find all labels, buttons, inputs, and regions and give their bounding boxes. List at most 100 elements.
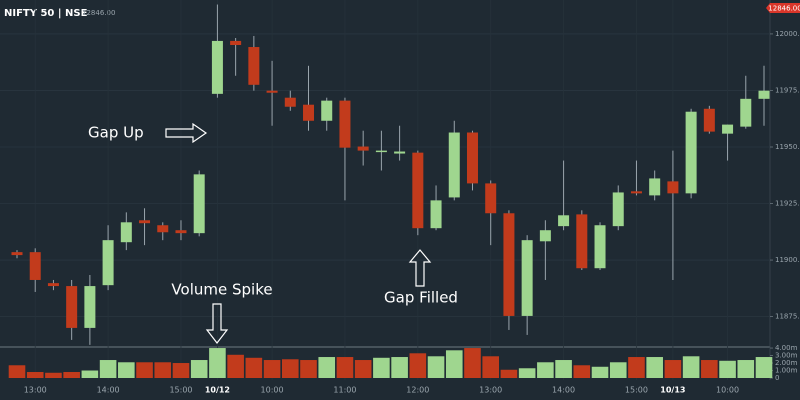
candle-body	[594, 225, 606, 269]
volume-bar	[609, 362, 627, 378]
volume-bar	[628, 357, 645, 378]
y-tick-label: 11900.00	[775, 256, 800, 264]
candle-body	[157, 225, 169, 233]
volume-bar	[99, 360, 117, 378]
y-tick-label: 11975.00	[775, 86, 800, 94]
candle-body	[102, 240, 114, 286]
last-price: 12846.00	[82, 9, 115, 17]
volume-bar	[445, 350, 463, 378]
volume-bar	[63, 372, 80, 378]
y-tick-label: 12000.00	[775, 30, 800, 38]
candle-body	[193, 174, 205, 234]
candle-body	[47, 283, 59, 287]
candle-body	[211, 40, 223, 94]
x-tick-label: 15:00	[169, 386, 192, 395]
volume-bar	[26, 372, 44, 378]
candle-body	[503, 213, 515, 316]
volume-bar	[464, 348, 481, 378]
candle-body	[266, 90, 278, 93]
volume-bar	[245, 357, 263, 378]
volume-bar	[573, 365, 591, 378]
volume-bar	[701, 360, 718, 378]
candle-body	[11, 252, 23, 256]
candle-body	[29, 252, 41, 280]
volume-bar	[190, 360, 208, 378]
x-tick-label: 10:00	[261, 386, 284, 395]
x-tick-label: 11:00	[333, 386, 356, 395]
volume-bar	[555, 360, 572, 378]
candle-body	[84, 286, 96, 328]
x-tick-label: 10/12	[205, 386, 230, 395]
arrow	[408, 249, 432, 287]
annotation: Gap Up	[88, 124, 144, 142]
candle-body	[612, 192, 624, 227]
candle-body	[139, 220, 151, 224]
volume-bar	[755, 357, 773, 378]
volume-bar	[719, 360, 736, 378]
price-tag-label: 12846.00	[768, 5, 800, 13]
volume-bar	[300, 360, 317, 378]
candle-body	[576, 214, 588, 269]
volume-bar	[373, 357, 390, 378]
candle-body	[339, 100, 351, 148]
volume-bar	[263, 360, 281, 378]
arrow	[165, 122, 208, 144]
volume-bar	[209, 348, 226, 378]
candle-body	[649, 178, 661, 196]
candle-body	[521, 240, 533, 316]
volume-bar	[537, 362, 554, 378]
volume-bar	[354, 360, 372, 378]
candle-body	[248, 47, 260, 85]
volume-bar	[281, 359, 299, 378]
volume-tick-label: 3.00m	[775, 352, 798, 360]
x-tick-label: 12:00	[406, 386, 429, 395]
annotation: Gap Filled	[384, 289, 458, 307]
candle-body	[466, 132, 478, 184]
volume-bar	[136, 362, 153, 378]
candle-body	[303, 104, 315, 121]
volume-tick-label: 1.00m	[775, 367, 798, 375]
candle-body	[321, 100, 333, 121]
volume-bar	[172, 363, 190, 378]
x-tick-label: 15:00	[625, 386, 648, 395]
candle-body	[175, 230, 187, 234]
volume-tick-label: 4.00m	[775, 344, 798, 352]
candle-body	[758, 90, 770, 99]
candle-body	[120, 222, 132, 243]
volume-tick-label: 0	[775, 374, 779, 382]
volume-bar	[8, 365, 26, 378]
candle-body	[740, 98, 752, 127]
volume-bar	[391, 357, 408, 378]
volume-tick-label: 2.00m	[775, 359, 798, 367]
volume-bar	[336, 357, 354, 378]
volume-bar	[664, 360, 682, 378]
volume-bar	[518, 368, 536, 378]
candle-body	[558, 215, 570, 227]
y-tick-label: 11950.00	[775, 143, 800, 151]
volume-bar	[227, 354, 244, 378]
candle-body	[230, 40, 242, 46]
volume-bar	[409, 353, 427, 378]
candle-body	[722, 124, 734, 134]
y-tick-label: 11875.00	[775, 313, 800, 321]
volume-bar	[646, 357, 663, 378]
candle-body	[412, 152, 424, 229]
x-tick-label: 10:00	[716, 386, 739, 395]
candle-body	[430, 200, 442, 229]
x-tick-label: 10/13	[660, 386, 685, 395]
x-tick-label: 13:00	[24, 386, 47, 395]
symbol: NIFTY 50 | NSE	[4, 8, 88, 19]
candle-body	[703, 108, 715, 132]
volume-bar	[81, 370, 99, 378]
volume-bar	[154, 362, 172, 378]
annotation: Volume Spike	[171, 281, 272, 299]
x-tick-label: 13:00	[479, 386, 502, 395]
candle-body	[448, 132, 460, 198]
candle-body	[375, 150, 387, 153]
volume-bar	[482, 356, 500, 378]
volume-bar	[45, 372, 62, 378]
arrow	[205, 303, 229, 344]
